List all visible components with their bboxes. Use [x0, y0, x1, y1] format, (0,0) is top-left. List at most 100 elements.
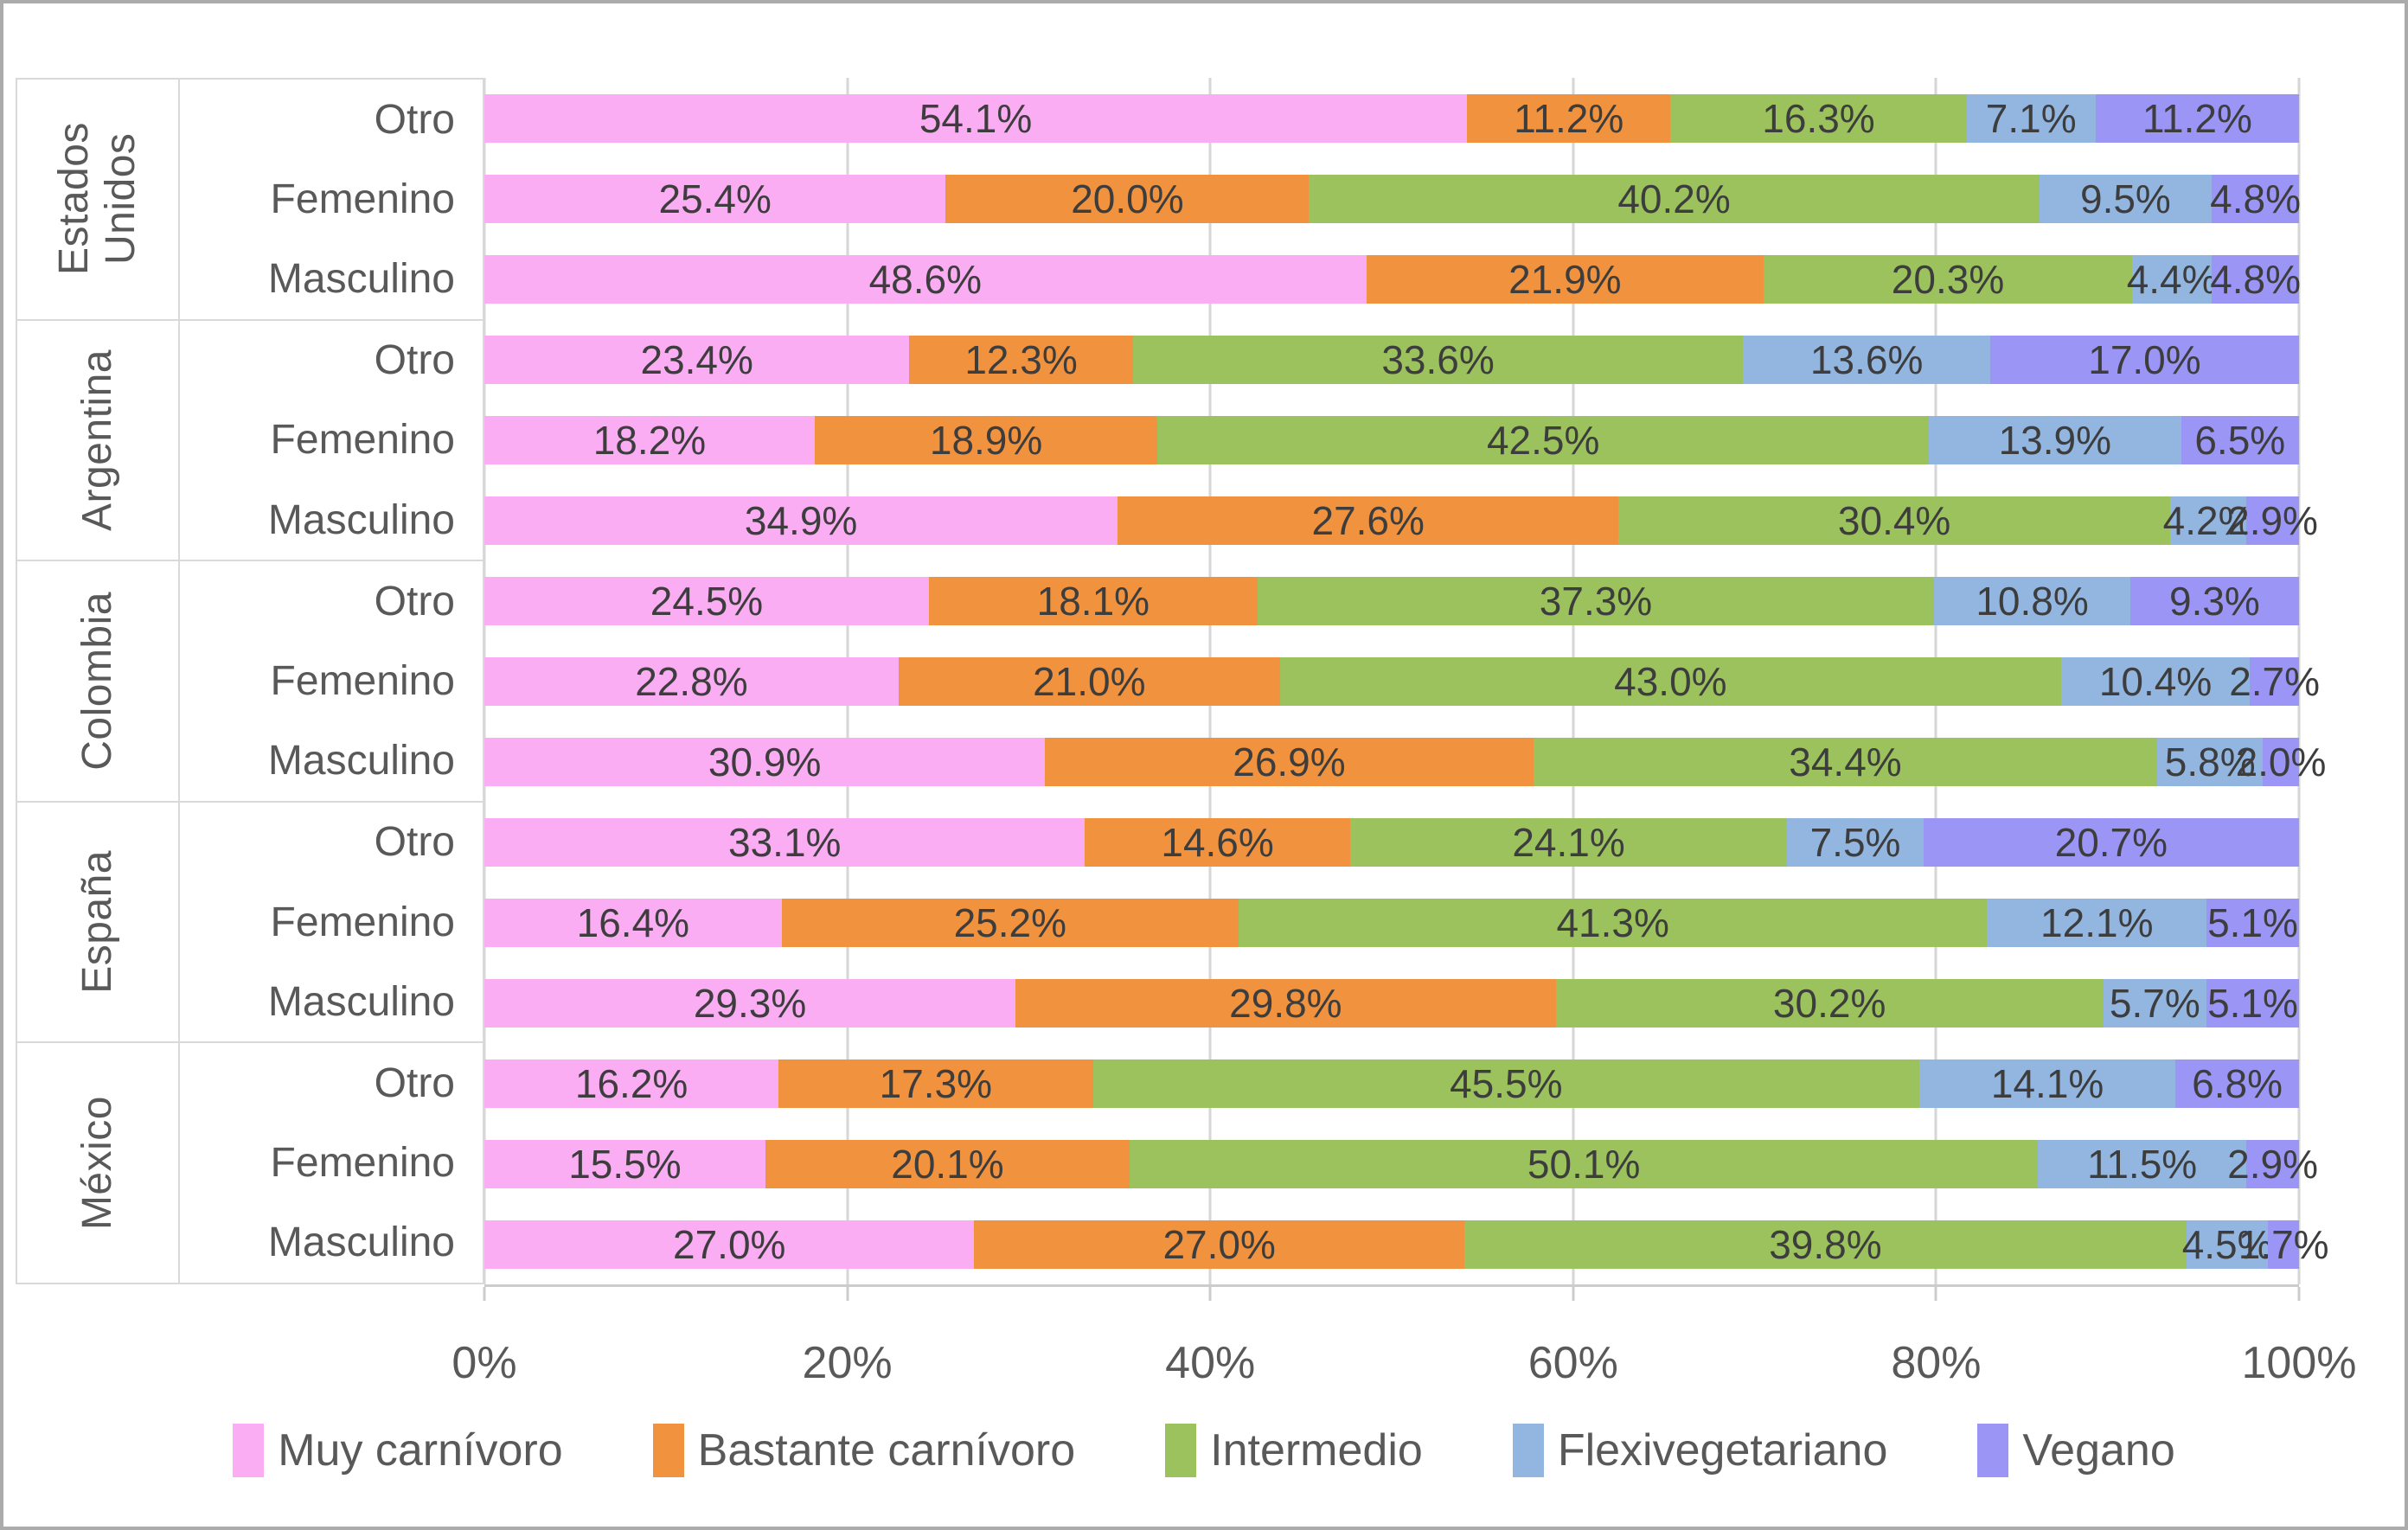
bar-value-label: 5.1%	[2207, 899, 2298, 945]
gender-labels: Otro Femenino Masculino	[180, 321, 483, 560]
bar-value-label: 18.9%	[929, 417, 1043, 463]
bar-value-label: 4.8%	[2210, 256, 2302, 302]
bar-segment: 39.8%	[1463, 1220, 2187, 1269]
bar-value-label: 18.2%	[592, 417, 707, 463]
bar-segment: 24.5%	[484, 576, 929, 625]
gender-label: Otro	[374, 96, 455, 143]
x-axis-line: 0% 20% 40% 60% 80% 100%	[452, 1284, 2357, 1388]
gender-label: Femenino	[270, 176, 455, 222]
bar: 24.5% 18.1% 37.3% 10.8% 9.3%	[484, 576, 2299, 625]
bar-value-label: 10.4%	[2098, 658, 2213, 704]
bar-row: 16.4% 25.2% 41.3% 12.1% 5.1%	[484, 882, 2299, 963]
legend-swatch-icon	[233, 1424, 265, 1477]
bar-value-label: 11.2%	[2142, 95, 2252, 141]
bar-value-label: 12.1%	[2040, 899, 2154, 945]
bar-row: 18.2% 18.9% 42.5% 13.9% 6.5%	[484, 400, 2299, 480]
bar-row: 54.1% 11.2% 16.3% 7.1% 11.2%	[484, 78, 2299, 158]
plot-area: 54.1% 11.2% 16.3% 7.1% 11.2% 25.4% 20.0% 40.2% 9…	[483, 78, 2329, 1284]
bar-segment: 18.1%	[929, 576, 1258, 625]
x-axis-tick-label: 80%	[1891, 1338, 1982, 1388]
bar-value-label: 25.4%	[658, 176, 772, 221]
bar-row: 48.6% 21.9% 20.3% 4.4% 4.8%	[484, 239, 2302, 319]
gender-label: Masculino	[267, 738, 455, 784]
bar-value-label: 16.4%	[576, 899, 690, 945]
bar-value-label: 34.9%	[744, 497, 858, 543]
country-cell: México	[17, 1043, 180, 1283]
bar-segment: 27.6%	[1118, 496, 1619, 545]
bar-value-label: 5.8%	[2164, 739, 2256, 784]
bar-segment: 20.0%	[945, 174, 1310, 223]
bar-segment: 4.5%	[2182, 1220, 2273, 1269]
bar-value-label: 37.3%	[1539, 578, 1653, 624]
bar-segment: 33.6%	[1132, 335, 1744, 384]
country-group: Argentina Otro Femenino Masculino	[17, 318, 483, 560]
bar-segment: 9.3%	[2129, 576, 2299, 625]
bar-value-label: 20.0%	[1071, 176, 1184, 221]
country-label: México	[74, 1096, 121, 1231]
bar-segment: 18.9%	[814, 415, 1158, 464]
country-cell: Colombia	[17, 561, 180, 801]
bar-segment: 12.1%	[1987, 898, 2207, 947]
gender-labels: Otro Femenino Masculino	[180, 80, 483, 319]
legend-swatch-icon	[1165, 1424, 1197, 1477]
bar-row: 33.1% 14.6% 24.1% 7.5% 20.7%	[484, 802, 2299, 882]
bar-value-label: 40.2%	[1617, 176, 1731, 221]
country-group: México Otro Femenino Masculino	[17, 1041, 483, 1283]
bar-value-label: 27.0%	[673, 1221, 786, 1267]
bar-segment: 41.3%	[1238, 898, 1988, 947]
legend-swatch-icon	[652, 1424, 684, 1477]
bar-value-label: 10.8%	[1976, 578, 2089, 624]
bar-value-label: 23.4%	[640, 336, 753, 382]
legend-item: Vegano	[1977, 1424, 2175, 1477]
bar-value-label: 5.1%	[2207, 980, 2298, 1026]
legend-swatch-icon	[1512, 1424, 1544, 1477]
bar-value-label: 41.3%	[1556, 899, 1669, 945]
legend-item: Bastante carnívoro	[652, 1424, 1076, 1477]
bar-value-label: 29.8%	[1229, 980, 1342, 1026]
bar-segment: 40.2%	[1309, 174, 2040, 223]
bar-segment: 13.9%	[1928, 415, 2181, 464]
bar-segment: 23.4%	[484, 335, 910, 384]
legend-item: Intermedio	[1165, 1424, 1423, 1477]
legend-label: Flexivegetariano	[1557, 1425, 1888, 1476]
bar-row: 22.8% 21.0% 43.0% 10.4% 2.7%	[484, 641, 2320, 721]
bar-segment: 16.4%	[484, 898, 782, 947]
bar: 23.4% 12.3% 33.6% 13.6% 17.0%	[484, 335, 2299, 384]
legend-label: Bastante carnívoro	[697, 1425, 1076, 1476]
bar-value-label: 14.1%	[1990, 1060, 2104, 1106]
bar-value-label: 9.5%	[2079, 176, 2171, 221]
bar-value-label: 26.9%	[1233, 739, 1346, 784]
x-axis-tick-label: 0%	[452, 1338, 517, 1388]
bar-segment: 34.4%	[1533, 737, 2158, 786]
x-axis-tick	[846, 1287, 849, 1301]
gender-label: Masculino	[267, 1220, 455, 1266]
bar-value-label: 42.5%	[1486, 417, 1600, 463]
bar-value-label: 17.0%	[2088, 336, 2201, 382]
bar-row: 29.3% 29.8% 30.2% 5.7% 5.1%	[484, 963, 2299, 1043]
bar-row: 30.9% 26.9% 34.4% 5.8% 2.0%	[484, 721, 2326, 802]
bar-value-label: 11.5%	[2087, 1141, 2198, 1187]
legend-swatch-icon	[1977, 1424, 2009, 1477]
legend-label: Vegano	[2022, 1425, 2175, 1476]
bar-row: 27.0% 27.0% 39.8% 4.5% 1.7%	[484, 1204, 2329, 1284]
bar-segment: 50.1%	[1130, 1139, 2039, 1188]
bar-value-label: 15.5%	[568, 1141, 682, 1187]
gender-labels: Otro Femenino Masculino	[180, 803, 483, 1042]
country-cell: Estados Unidos	[17, 80, 180, 319]
bar-row: 23.4% 12.3% 33.6% 13.6% 17.0%	[484, 319, 2299, 400]
bar: 33.1% 14.6% 24.1% 7.5% 20.7%	[484, 817, 2299, 867]
gender-label: Otro	[374, 819, 455, 866]
bar: 29.3% 29.8% 30.2% 5.7% 5.1%	[484, 978, 2299, 1027]
bar-value-label: 5.7%	[2109, 980, 2200, 1026]
bar-segment: 4.2%	[2163, 496, 2254, 545]
country-group: Colombia Otro Femenino Masculino	[17, 560, 483, 801]
legend-item: Flexivegetariano	[1512, 1424, 1888, 1477]
bar-value-label: 22.8%	[635, 658, 748, 704]
bar-segment: 24.1%	[1349, 817, 1788, 867]
country-cell: Argentina	[17, 320, 180, 560]
bar-segment: 11.5%	[2038, 1139, 2247, 1188]
bar-value-label: 30.4%	[1837, 497, 1951, 543]
gender-labels: Otro Femenino Masculino	[180, 1043, 483, 1283]
bar-rows: 54.1% 11.2% 16.3% 7.1% 11.2% 25.4% 20.0% 40.2% 9…	[484, 78, 2329, 1284]
